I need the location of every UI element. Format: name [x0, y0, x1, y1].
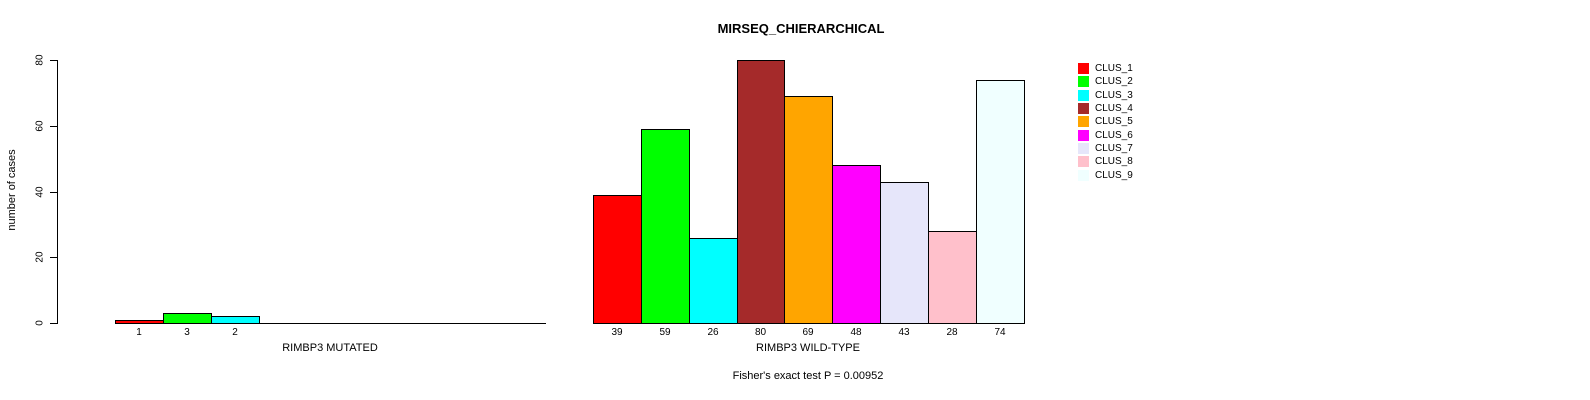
- y-tick: [50, 192, 57, 193]
- legend-item: CLUS_7: [1078, 142, 1133, 155]
- legend-swatch: [1078, 116, 1089, 128]
- legend-label: CLUS_1: [1095, 63, 1133, 75]
- bar: [593, 195, 642, 324]
- y-tick: [50, 257, 57, 258]
- bar-value-label: 74: [994, 327, 1006, 338]
- y-axis-title: number of cases: [6, 149, 18, 231]
- bar: [928, 231, 977, 324]
- bar: [689, 238, 738, 324]
- bar-value-label: 39: [611, 327, 623, 338]
- legend-item: CLUS_4: [1078, 102, 1133, 115]
- y-tick: [50, 60, 57, 61]
- bar: [641, 129, 690, 324]
- legend-swatch: [1078, 89, 1089, 101]
- bar-value-label: 59: [659, 327, 671, 338]
- legend-label: CLUS_5: [1095, 116, 1133, 128]
- bar-value-label: 3: [184, 327, 190, 338]
- legend-label: CLUS_8: [1095, 156, 1133, 168]
- bar: [784, 96, 833, 324]
- legend-item: CLUS_8: [1078, 155, 1133, 168]
- bar: [832, 165, 881, 324]
- bar-value-label: 43: [898, 327, 910, 338]
- bar: [115, 320, 164, 324]
- legend: CLUS_1 CLUS_2 CLUS_3 CLUS_4 CLUS_5 CLUS_6 CLUS…: [1078, 62, 1133, 182]
- y-tick-label: 40: [34, 186, 46, 198]
- group-label-wildtype: RIMBP3 WILD-TYPE: [756, 342, 860, 354]
- bar: [163, 313, 212, 324]
- y-tick: [50, 323, 57, 324]
- bar-value-label: 26: [707, 327, 719, 338]
- legend-swatch: [1078, 63, 1089, 75]
- x-axis-baseline: [115, 323, 546, 324]
- bar: [880, 182, 929, 324]
- legend-item: CLUS_2: [1078, 75, 1133, 88]
- bar-value-label: 28: [946, 327, 958, 338]
- legend-item: CLUS_3: [1078, 89, 1133, 102]
- y-tick: [50, 126, 57, 127]
- bar-value-label: 2: [232, 327, 238, 338]
- bar-value-label: 80: [754, 327, 767, 338]
- y-tick-label: 80: [34, 54, 46, 66]
- y-tick-label: 0: [34, 320, 46, 326]
- bar-value-label: 69: [802, 327, 814, 338]
- legend-swatch: [1078, 103, 1089, 115]
- legend-swatch: [1078, 142, 1089, 154]
- legend-label: CLUS_3: [1095, 89, 1133, 101]
- legend-swatch: [1078, 156, 1089, 168]
- y-tick-label: 20: [34, 251, 46, 263]
- bar: [737, 60, 785, 324]
- y-axis-line: [57, 60, 58, 324]
- legend-label: CLUS_7: [1095, 142, 1133, 154]
- legend-item: CLUS_9: [1078, 168, 1133, 181]
- y-tick-label: 60: [34, 120, 46, 132]
- legend-swatch: [1078, 129, 1089, 141]
- legend-item: CLUS_5: [1078, 115, 1133, 128]
- legend-label: CLUS_6: [1095, 129, 1133, 141]
- chart-title: MIRSEQ_CHIERARCHICAL: [717, 21, 885, 36]
- legend-swatch: [1078, 169, 1089, 181]
- legend-label: CLUS_2: [1095, 76, 1133, 88]
- bar: [976, 80, 1025, 324]
- legend-label: CLUS_4: [1095, 103, 1133, 115]
- bar-value-label: 1: [136, 327, 142, 338]
- bar-value-label: 48: [850, 327, 862, 338]
- legend-item: CLUS_1: [1078, 62, 1133, 75]
- legend-label: CLUS_9: [1095, 169, 1133, 181]
- group-label-mutated: RIMBP3 MUTATED: [282, 342, 378, 354]
- fisher-test-note: Fisher's exact test P = 0.00952: [732, 370, 884, 382]
- bar: [211, 316, 260, 324]
- legend-swatch: [1078, 76, 1089, 88]
- legend-item: CLUS_6: [1078, 128, 1133, 141]
